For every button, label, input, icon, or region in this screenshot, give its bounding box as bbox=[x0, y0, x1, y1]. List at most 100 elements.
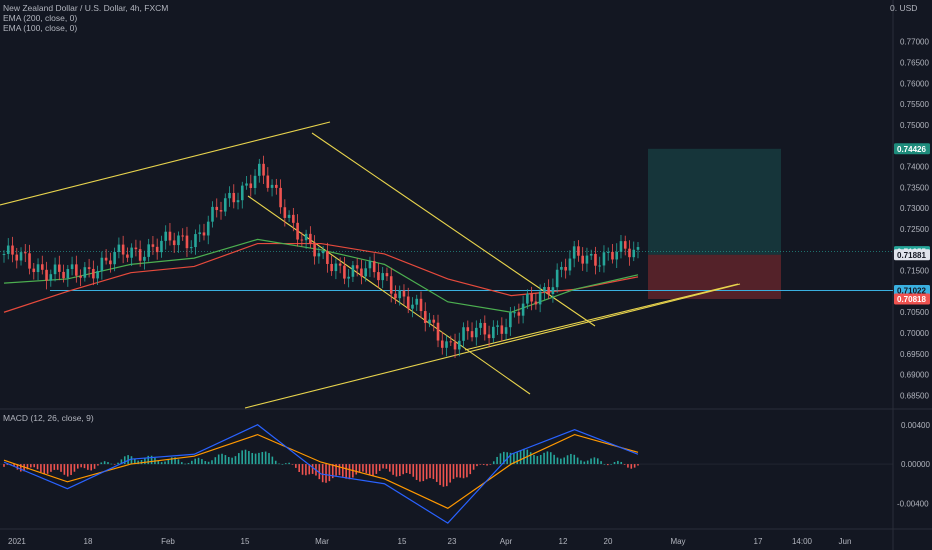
candle-body bbox=[223, 198, 227, 212]
candle-body bbox=[155, 246, 159, 253]
macd-bar bbox=[144, 457, 146, 465]
macd-bar bbox=[607, 464, 609, 466]
time-tick-label: May bbox=[670, 537, 685, 546]
macd-bar bbox=[429, 464, 431, 479]
candle-body bbox=[6, 245, 10, 254]
macd-bar bbox=[335, 464, 337, 476]
candle-body bbox=[577, 246, 580, 256]
candle-body bbox=[343, 265, 346, 279]
macd-bar bbox=[556, 457, 559, 465]
candle-body bbox=[189, 247, 193, 249]
macd-bar bbox=[583, 461, 586, 465]
macd-bar bbox=[543, 452, 545, 465]
candle-body bbox=[262, 163, 265, 176]
candle-body bbox=[15, 254, 19, 261]
macd-bar bbox=[600, 461, 602, 465]
candle-body bbox=[619, 241, 623, 252]
time-tick-label: 17 bbox=[754, 537, 763, 546]
time-tick-label: Mar bbox=[315, 537, 329, 546]
macd-bar bbox=[499, 453, 502, 465]
candle-body bbox=[232, 192, 236, 203]
candle-body bbox=[330, 263, 333, 272]
macd-bar bbox=[620, 461, 623, 465]
macd-bar bbox=[613, 462, 616, 465]
macd-bar bbox=[191, 460, 193, 465]
macd-bar bbox=[295, 464, 297, 468]
candle-body bbox=[202, 232, 206, 236]
macd-bar bbox=[110, 463, 113, 465]
candle-body bbox=[453, 342, 457, 350]
macd-bar bbox=[563, 457, 566, 465]
candle-body bbox=[296, 222, 299, 240]
macd-bar bbox=[553, 454, 555, 465]
macd-bar bbox=[348, 464, 351, 480]
macd-bar bbox=[201, 459, 203, 465]
candle-body bbox=[338, 263, 342, 266]
macd-bar bbox=[214, 457, 217, 465]
time-tick-label: Apr bbox=[500, 537, 513, 546]
candle-body bbox=[449, 341, 453, 343]
macd-bar bbox=[197, 457, 200, 465]
macd-bar bbox=[157, 460, 160, 465]
candle-body bbox=[432, 319, 436, 323]
candle-body bbox=[249, 183, 253, 188]
candle-body bbox=[551, 287, 555, 294]
price-tick-label: 0.70000 bbox=[900, 329, 929, 338]
macd-bar bbox=[479, 464, 482, 465]
macd-bar bbox=[43, 464, 46, 475]
macd-bar bbox=[580, 460, 582, 465]
macd-bar bbox=[30, 464, 32, 468]
indicator-ema-100: EMA (100, close, 0) bbox=[3, 23, 78, 33]
price-tag-label: 0.74426 bbox=[897, 145, 926, 154]
candle-body bbox=[564, 266, 567, 271]
macd-bar bbox=[405, 464, 408, 474]
candle-body bbox=[45, 269, 48, 281]
macd-bar bbox=[610, 464, 612, 465]
macd-bar bbox=[16, 464, 19, 470]
macd-tick-label: -0.00400 bbox=[897, 499, 929, 508]
macd-bar bbox=[459, 464, 462, 478]
candle-body bbox=[62, 271, 65, 279]
macd-bar bbox=[331, 464, 334, 479]
macd-bar bbox=[392, 464, 394, 475]
candle-body bbox=[104, 257, 108, 261]
candle-body bbox=[53, 264, 57, 275]
candle-body bbox=[423, 311, 427, 324]
macd-bar bbox=[221, 453, 223, 465]
macd-bar bbox=[238, 453, 240, 465]
candle-body bbox=[87, 267, 91, 269]
macd-bar bbox=[66, 464, 69, 477]
macd-bar bbox=[482, 464, 485, 465]
candle-body bbox=[389, 276, 393, 294]
candle-body bbox=[113, 251, 116, 265]
macd-bar bbox=[395, 464, 398, 477]
macd-bar bbox=[466, 464, 468, 478]
macd-histogram bbox=[3, 448, 639, 487]
macd-bar bbox=[519, 450, 522, 465]
candle-body bbox=[615, 251, 619, 260]
price-tick-label: 0.68500 bbox=[900, 392, 929, 401]
macd-bar bbox=[496, 456, 498, 465]
candle-body bbox=[28, 253, 31, 269]
macd-bar bbox=[97, 464, 99, 466]
macd-bar bbox=[87, 464, 89, 470]
candle-body bbox=[368, 261, 372, 269]
candle-body bbox=[628, 248, 631, 258]
macd-bar bbox=[231, 457, 233, 465]
macd-bar bbox=[422, 464, 425, 482]
macd-bar bbox=[432, 464, 435, 480]
price-tag bbox=[894, 249, 930, 261]
macd-bar bbox=[261, 452, 264, 465]
macd-bar bbox=[321, 464, 324, 483]
position-target-zone bbox=[648, 148, 781, 255]
macd-bar bbox=[211, 460, 213, 465]
macd-bar bbox=[328, 464, 331, 482]
macd-bar bbox=[23, 464, 25, 472]
macd-bar bbox=[204, 461, 207, 465]
candle-body bbox=[126, 254, 129, 258]
macd-bar bbox=[633, 464, 636, 468]
macd-bar bbox=[311, 464, 314, 474]
candle-body bbox=[636, 247, 640, 250]
